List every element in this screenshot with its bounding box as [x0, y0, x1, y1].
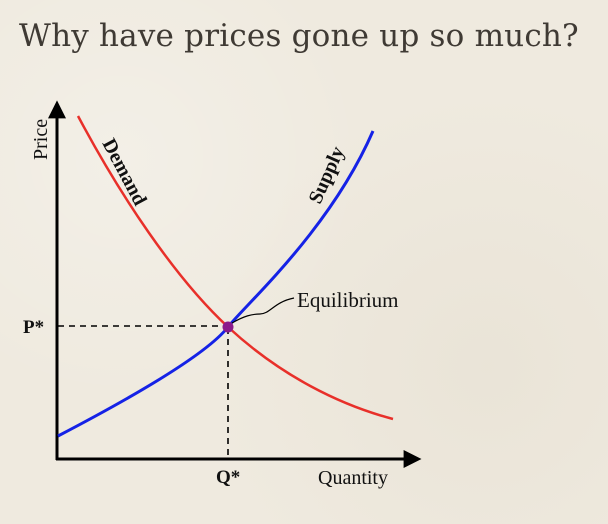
equilibrium-point: [222, 321, 234, 333]
supply-label: Supply: [304, 143, 349, 207]
price-marker-label: P*: [23, 317, 44, 338]
demand-curve: [76, 115, 394, 421]
equilibrium-label: Equilibrium: [297, 288, 399, 312]
slide-title: Why have prices gone up so much?: [19, 18, 579, 54]
x-axis-label: Quantity: [318, 467, 388, 489]
y-axis-label: Price: [30, 119, 52, 160]
equilibrium-leader-line: [231, 297, 295, 324]
quantity-marker-label: Q*: [216, 467, 240, 488]
